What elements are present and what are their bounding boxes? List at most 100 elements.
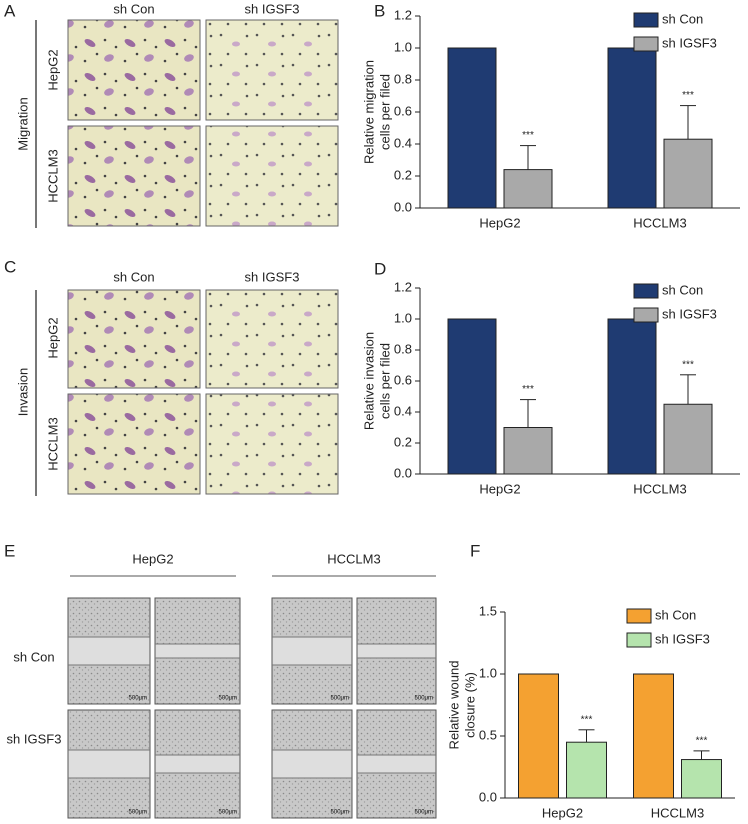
significance: *** bbox=[682, 90, 694, 101]
y-tick-label: 0.8 bbox=[394, 341, 412, 356]
micrograph bbox=[205, 289, 339, 389]
y-tick-label: 0.8 bbox=[394, 71, 412, 86]
bar bbox=[681, 759, 722, 799]
column-label: sh IGSF3 bbox=[245, 269, 300, 284]
y-tick-label: 0.0 bbox=[394, 465, 412, 480]
wound-gap bbox=[272, 750, 352, 778]
y-tick-label: 1.0 bbox=[479, 665, 497, 680]
row-label: HepG2 bbox=[45, 49, 60, 90]
y-axis-label: closure (%) bbox=[462, 672, 477, 738]
scale-label: 500μm bbox=[219, 810, 237, 816]
y-tick-label: 1.5 bbox=[479, 603, 497, 618]
bar bbox=[447, 47, 497, 209]
x-tick-label: HCCLM3 bbox=[633, 215, 686, 230]
legend-label: sh Con bbox=[662, 282, 703, 297]
bar bbox=[503, 169, 553, 209]
y-tick-label: 1.2 bbox=[394, 279, 412, 294]
x-tick-label: HCCLM3 bbox=[651, 805, 704, 820]
significance: *** bbox=[522, 130, 534, 141]
column-label: sh Con bbox=[113, 1, 154, 16]
micrograph bbox=[67, 393, 201, 495]
significance: *** bbox=[682, 359, 694, 370]
y-tick-label: 0.5 bbox=[479, 727, 497, 742]
bar bbox=[566, 741, 607, 799]
wound-gap bbox=[68, 750, 150, 778]
y-axis-label: Relative invasion bbox=[361, 332, 376, 430]
wound-images: 500μm 500μm 500μm 500μm 500μm 500μm 500μm 500μm bbox=[67, 597, 437, 819]
y-axis-label: Relative wound bbox=[446, 661, 461, 750]
legend-swatch bbox=[626, 632, 652, 648]
bar bbox=[503, 427, 553, 475]
x-tick-label: HepG2 bbox=[479, 481, 520, 496]
bar bbox=[663, 138, 713, 209]
micrograph bbox=[67, 289, 201, 389]
legend-label: sh IGSF3 bbox=[655, 631, 710, 646]
wound-gap bbox=[272, 637, 352, 665]
y-tick-label: 1.0 bbox=[394, 39, 412, 54]
y-tick-label: 0.0 bbox=[479, 789, 497, 804]
micrograph bbox=[205, 125, 339, 227]
bar bbox=[518, 673, 559, 799]
column-label: HepG2 bbox=[132, 551, 173, 566]
bar bbox=[607, 318, 657, 475]
legend-swatch bbox=[633, 307, 659, 323]
column-label: sh Con bbox=[113, 269, 154, 284]
y-axis-label: Relative migration bbox=[361, 60, 376, 164]
micrograph bbox=[205, 19, 339, 121]
legend-label: sh IGSF3 bbox=[662, 35, 717, 50]
x-tick-label: HCCLM3 bbox=[633, 481, 686, 496]
y-tick-label: 0.2 bbox=[394, 167, 412, 182]
panel-letter: A bbox=[4, 1, 16, 20]
significance: *** bbox=[522, 384, 534, 395]
scale-label: 500μm bbox=[129, 696, 147, 702]
y-tick-label: 1.2 bbox=[394, 7, 412, 22]
legend-swatch bbox=[633, 283, 659, 299]
panel-letter: D bbox=[374, 259, 386, 278]
micrograph bbox=[67, 19, 201, 121]
legend-label: sh Con bbox=[662, 11, 703, 26]
y-tick-label: 0.4 bbox=[394, 135, 412, 150]
scale-label: 500μm bbox=[331, 810, 349, 816]
scale-label: 500μm bbox=[331, 696, 349, 702]
scale-label: 500μm bbox=[129, 810, 147, 816]
row-label: HepG2 bbox=[45, 317, 60, 358]
column-label: sh IGSF3 bbox=[245, 1, 300, 16]
legend-label: sh Con bbox=[655, 607, 696, 622]
micrograph bbox=[205, 393, 339, 495]
wound-gap bbox=[357, 755, 436, 773]
x-tick-label: HepG2 bbox=[479, 215, 520, 230]
wound-gap bbox=[155, 755, 240, 773]
y-axis-label: cells per filed bbox=[377, 343, 392, 419]
legend-label: sh IGSF3 bbox=[662, 306, 717, 321]
significance: *** bbox=[696, 736, 708, 747]
group-label: Invasion bbox=[15, 368, 30, 416]
significance: *** bbox=[581, 714, 593, 725]
bar bbox=[447, 318, 497, 475]
row-label: sh IGSF3 bbox=[7, 731, 62, 746]
legend-swatch bbox=[633, 12, 659, 28]
scale-label: 500μm bbox=[415, 696, 433, 702]
group-label: Migration bbox=[15, 97, 30, 150]
y-tick-label: 0.6 bbox=[394, 103, 412, 118]
bar bbox=[663, 403, 713, 475]
panel-letter: F bbox=[470, 541, 480, 560]
y-tick-label: 0.2 bbox=[394, 434, 412, 449]
scale-label: 500μm bbox=[415, 810, 433, 816]
legend-swatch bbox=[633, 36, 659, 52]
panel-letter: E bbox=[4, 541, 15, 560]
row-label: HCCLM3 bbox=[45, 149, 60, 202]
wound-gap bbox=[155, 644, 240, 658]
scale-label: 500μm bbox=[219, 696, 237, 702]
row-label: sh Con bbox=[13, 649, 54, 664]
bar bbox=[607, 47, 657, 209]
wound-gap bbox=[357, 644, 436, 658]
bar bbox=[633, 673, 674, 799]
x-tick-label: HepG2 bbox=[542, 805, 583, 820]
y-tick-label: 1.0 bbox=[394, 310, 412, 325]
y-tick-label: 0.4 bbox=[394, 403, 412, 418]
y-tick-label: 0.6 bbox=[394, 372, 412, 387]
wound-gap bbox=[68, 637, 150, 665]
y-tick-label: 0.0 bbox=[394, 199, 412, 214]
legend-swatch bbox=[626, 608, 652, 624]
